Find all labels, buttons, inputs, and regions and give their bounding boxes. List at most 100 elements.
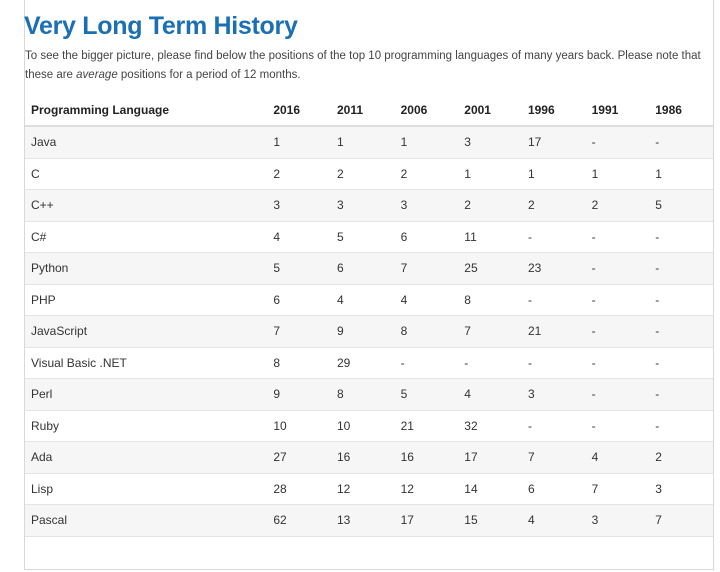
rank-cell: - [649,346,713,379]
rank-cell: 5 [330,220,395,253]
column-header: 1986 [649,94,713,127]
rank-cell: 2 [458,189,522,221]
content-frame [24,0,714,570]
rank-cell: 6 [267,283,331,316]
language-cell: Visual Basic .NET [25,346,268,379]
rank-cell: 8 [267,346,331,379]
rank-cell: 62 [267,504,331,536]
spacer-cell [25,535,713,555]
table-row: Ada 27 16 16 17 7 4 2 [25,441,713,473]
rank-cell: 11 [458,220,522,253]
rank-cell: - [585,409,650,442]
rank-cell: 3 [521,378,586,410]
table-row: Perl 9 8 5 4 3- - [25,378,713,410]
language-cell: Ruby [25,409,268,442]
rank-cell: 3 [585,504,650,536]
rank-cell: 2 [585,189,650,221]
rank-cell: 6 [394,220,459,253]
rank-cell: 7 [458,315,522,347]
rank-cell: 6 [330,252,395,284]
rank-cell: 16 [330,441,395,473]
rank-cell: 2 [330,157,395,190]
rank-cell: 13 [330,504,395,536]
intro-emphasis: average [76,69,118,81]
header-row: Programming Language 2016 2011 2006 2001 1996… [25,94,713,127]
rank-cell: - [521,346,586,379]
rank-cell: 17 [394,504,459,536]
table-row: C# 4 5 6 11- - - [25,220,713,253]
rank-cell: 2 [649,441,713,473]
column-header: 1991 [585,94,650,127]
rank-cell: 3 [649,472,713,505]
rank-cell: - [521,220,586,253]
rank-cell: - [585,125,650,158]
rank-cell: - [649,125,713,158]
rank-cell: 1 [521,157,586,190]
rank-cell: 2 [521,189,586,221]
rank-cell: 4 [585,441,650,473]
column-header: 2011 [330,94,395,127]
language-cell: C# [25,220,268,253]
rank-cell: 21 [521,315,586,347]
rank-cell: 3 [458,125,522,158]
rank-cell: 12 [394,472,459,505]
rank-cell: - [585,283,650,316]
column-header: 2016 [267,94,331,127]
intro-text: To see the bigger picture, please find b… [25,50,701,81]
rank-cell: 7 [267,315,331,347]
table-row: Visual Basic .NET 8 29- - - - - [25,346,713,379]
rank-cell: - [585,220,650,253]
rank-cell: - [649,409,713,442]
page-title: Very Long Term History [24,12,298,40]
language-cell: Python [25,252,268,284]
table-row: Pascal 62 13 17 15 4 3 7 [25,504,713,536]
rank-cell: 29 [330,346,395,379]
rank-cell: 8 [394,315,459,347]
rank-cell: 4 [521,504,586,536]
rank-cell: 32 [458,409,522,442]
rank-cell: - [585,252,650,284]
history-table: Programming Language 2016 2011 2006 2001 1996… [25,94,713,555]
rank-cell: - [649,252,713,284]
language-cell: Java [25,125,268,158]
language-cell: C++ [25,189,268,221]
rank-cell: 1 [649,157,713,190]
intro-text: positions for a period of 12 months. [117,69,301,81]
rank-cell: 4 [330,283,395,316]
rank-cell: 10 [267,409,331,442]
column-header: 2006 [394,94,459,127]
rank-cell: 5 [267,252,331,284]
rank-cell: 5 [649,189,713,221]
rank-cell: 4 [267,220,331,253]
rank-cell: 14 [458,472,522,505]
language-cell: Ada [25,441,268,473]
rank-cell: 8 [330,378,395,410]
rank-cell: 27 [267,441,331,473]
rank-cell: 10 [330,409,395,442]
rank-cell: 1 [458,157,522,190]
rank-cell: - [649,378,713,410]
table-row: C++ 3 3 3 2 2 2 5 [25,189,713,221]
rank-cell: 28 [267,472,331,505]
rank-cell: - [649,283,713,316]
rank-cell: 1 [585,157,650,190]
rank-cell: - [585,378,650,410]
rank-cell: 2 [394,157,459,190]
rank-cell: - [585,315,650,347]
rank-cell: 3 [394,189,459,221]
rank-cell: 1 [394,125,459,158]
rank-cell: 23 [521,252,586,284]
rank-cell: 3 [330,189,395,221]
language-cell: PHP [25,283,268,316]
table-row: Ruby 10 10 21 32- - - [25,409,713,442]
rank-cell: 12 [330,472,395,505]
rank-cell: - [649,315,713,347]
column-header: 2001 [458,94,522,127]
rank-cell: 21 [394,409,459,442]
rank-cell: - [585,346,650,379]
rank-cell: 7 [585,472,650,505]
table-row: Python 5 6 7 25 23- - [25,252,713,284]
language-cell: Perl [25,378,268,410]
